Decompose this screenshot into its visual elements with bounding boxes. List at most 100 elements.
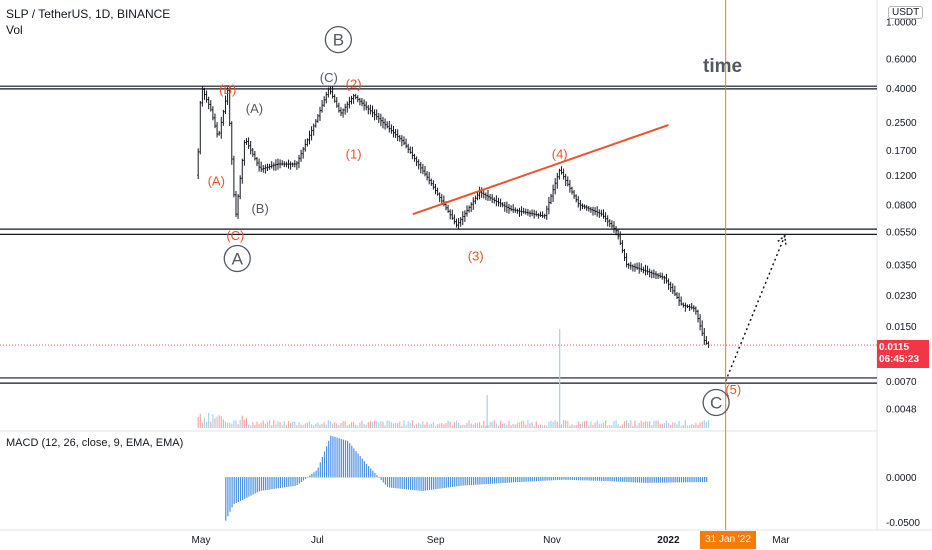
macd-bar: [344, 440, 347, 478]
macd-bar: [412, 477, 414, 490]
volume-bar: [319, 424, 321, 428]
macd-bar: [613, 477, 615, 482]
ohlc-bar: [249, 141, 252, 155]
time-tick-label: May: [192, 535, 211, 546]
ohlc-bar: [237, 194, 240, 219]
volume-bar: [357, 425, 359, 428]
macd-bar: [227, 477, 229, 517]
ohlc-bar: [535, 210, 538, 217]
currency-badge[interactable]: USDT: [888, 6, 924, 19]
wave-label-text: (4): [552, 146, 568, 161]
volume-bar: [210, 421, 212, 428]
macd-bar: [500, 477, 502, 484]
macd-bar: [567, 477, 569, 480]
volume-bar: [523, 421, 525, 428]
macd-bar: [617, 477, 620, 482]
ohlc-bar: [705, 336, 708, 345]
volume-bar: [497, 425, 500, 428]
volume-bar: [203, 417, 206, 428]
volume-bar: [430, 423, 432, 428]
symbol-title[interactable]: SLP / TetherUS, 1D, BINANCE: [6, 7, 171, 21]
macd-bar: [355, 450, 357, 478]
last-price: 0.0115: [879, 342, 910, 353]
macd-bar: [706, 477, 708, 483]
macd-bar: [508, 477, 510, 483]
volume-bar: [443, 424, 445, 428]
volume-bar: [451, 425, 453, 428]
volume-bar: [468, 420, 470, 428]
macd-bar: [447, 477, 450, 488]
ohlc-bar: [707, 341, 710, 348]
volume-bar: [678, 420, 680, 428]
volume-bar: [531, 422, 533, 428]
ohlc-bar: [440, 194, 443, 205]
macd-bar: [462, 477, 464, 486]
macd-bar: [242, 477, 244, 500]
wave-label-text: (1): [346, 146, 362, 161]
ohlc-bar: [617, 228, 620, 240]
volume-bar: [529, 423, 531, 428]
ohlc-bar: [199, 100, 202, 155]
ohlc-bar: [283, 161, 286, 168]
volume-bar: [670, 424, 672, 428]
ohlc-bar: [360, 97, 363, 107]
ohlc-bar: [243, 139, 246, 166]
volume-bar: [373, 420, 376, 428]
macd-bar: [391, 477, 393, 488]
ohlc-bar: [516, 208, 519, 214]
wave-label-text: (5): [725, 382, 741, 397]
macd-bar: [365, 463, 368, 478]
ohlc-bar: [260, 161, 263, 172]
ohlc-bar: [377, 113, 380, 124]
macd-bar: [294, 477, 296, 486]
ohlc-bar: [436, 187, 439, 196]
volume-bar: [308, 421, 311, 428]
ohlc-bar: [610, 220, 613, 229]
volume-bar: [283, 421, 285, 428]
macd-bar: [622, 477, 624, 482]
volume-bar: [199, 413, 201, 428]
volume-bar: [344, 421, 346, 428]
macd-bar: [426, 477, 429, 491]
ohlc-bar: [608, 219, 611, 228]
macd-bar: [599, 477, 601, 481]
volume-bar: [609, 425, 611, 428]
ohlc-bar: [270, 161, 273, 169]
volume-bar: [581, 421, 584, 428]
volume-bar: [277, 421, 279, 428]
volume-bar: [535, 421, 537, 428]
volume-bar: [315, 423, 317, 428]
macd-title[interactable]: MACD (12, 26, close, 9, EMA, EMA): [6, 437, 184, 449]
macd-bar: [229, 477, 231, 512]
volume-bar: [478, 422, 481, 428]
macd-bar: [670, 477, 672, 483]
volume-bar: [571, 424, 573, 428]
volume-bar: [546, 425, 548, 428]
macd-bar: [265, 477, 267, 491]
volume-bar: [445, 423, 447, 428]
volume-bar: [422, 421, 424, 428]
ohlc-bar: [453, 214, 456, 225]
volume-bar: [334, 422, 336, 428]
ohlc-bar: [591, 206, 594, 216]
volume-bar: [382, 421, 384, 428]
volume-bar: [674, 422, 676, 428]
macd-bar: [559, 477, 561, 480]
macd-bar: [548, 477, 550, 481]
ohlc-bar: [472, 197, 475, 210]
projection-arrow-head: [777, 234, 787, 245]
volume-bar: [487, 425, 489, 428]
volume-bar: [352, 421, 355, 428]
ohlc-bar: [528, 210, 531, 218]
volume-bar: [401, 425, 403, 428]
macd-bar: [573, 477, 576, 481]
macd-bar: [699, 477, 702, 483]
volume-bars: [197, 329, 710, 428]
macd-bar: [433, 477, 435, 490]
macd-bar: [611, 477, 613, 482]
ohlc-bar: [577, 196, 580, 208]
macd-bar: [664, 477, 666, 483]
volume-bar: [281, 425, 283, 428]
ohlc-bar: [426, 171, 429, 181]
